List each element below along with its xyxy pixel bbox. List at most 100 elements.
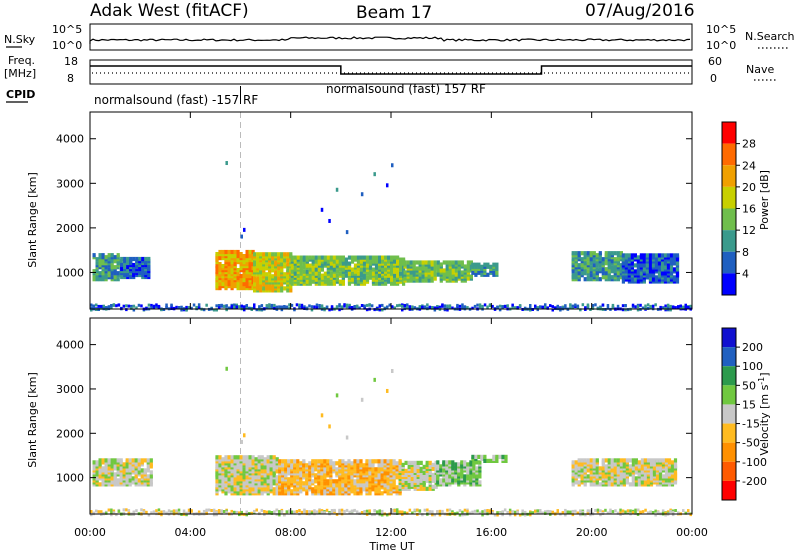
frequency-series <box>90 65 692 75</box>
colorbar-segment <box>722 143 736 166</box>
y-tick-label: 1000 <box>56 472 84 485</box>
nave-label: Nave <box>746 63 774 76</box>
velocity-echo-cells <box>90 318 692 517</box>
echo-region <box>290 255 406 286</box>
echo-region <box>92 253 123 282</box>
y-tick-label: 2000 <box>56 427 84 440</box>
date-label: 07/Aug/2016 <box>585 1 695 21</box>
velocity-ylabel: Slant Range [km] <box>26 372 39 468</box>
echo-region <box>215 455 279 496</box>
echo-region <box>215 249 255 291</box>
scattered-echoes <box>225 366 394 444</box>
colorbar-tick: 15 <box>742 398 756 411</box>
echo-region <box>278 459 402 496</box>
cpid-row: CPID normalsound (fast) -157 RF normalso… <box>6 82 486 107</box>
power-echo-cells <box>90 112 692 312</box>
nsky-tick-low: 10^0 <box>52 39 82 52</box>
cpid-label: CPID <box>6 88 35 101</box>
nsearch-tick-low: 10^0 <box>706 39 736 52</box>
echo-region <box>120 256 151 280</box>
freq-label: Freq. <box>8 54 35 67</box>
colorbar-tick: -15 <box>742 418 760 431</box>
x-tick-label: 12:00 <box>375 526 407 539</box>
time-x-axis: 00:00 04:00 08:00 12:00 16:00 20:00 00:00 <box>74 112 708 539</box>
colorbar-tick: 16 <box>742 203 756 216</box>
freq-nave-panel: 18 8 60 0 Freq. [MHz] Nave <box>4 54 778 85</box>
scattered-echoes <box>225 161 394 239</box>
nsearch-label: N.Search <box>745 30 795 43</box>
colorbar-tick: 20 <box>742 181 756 194</box>
velocity-colorbar-label: Velocity [m s-1] <box>757 372 771 455</box>
colorbar-segment <box>722 366 736 386</box>
y-tick-label: 1000 <box>56 266 84 279</box>
colorbar-tick: 4 <box>742 267 749 280</box>
freq-tick-high: 18 <box>64 55 78 68</box>
power-ylabel: Slant Range [km] <box>26 172 39 268</box>
colorbar-segment <box>722 461 736 481</box>
colorbar-segment <box>722 122 736 144</box>
y-tick-label: 3000 <box>56 177 84 190</box>
colorbar-segment <box>722 404 736 424</box>
cpid-entry-1: normalsound (fast) -157 RF <box>94 93 258 107</box>
echo-region <box>471 454 508 463</box>
x-tick-label: 20:00 <box>576 526 608 539</box>
nsky-label: N.Sky <box>4 33 36 46</box>
colorbar-tick: 200 <box>742 341 763 354</box>
colorbar-segment <box>722 251 736 274</box>
y-tick-label: 2000 <box>56 222 84 235</box>
colorbar-segment <box>722 273 736 295</box>
velocity-y-axis: 1000 2000 3000 4000 <box>56 339 692 485</box>
y-tick-label: 4000 <box>56 133 84 146</box>
beam-label: Beam 17 <box>356 3 432 23</box>
colorbar-segment <box>722 208 736 231</box>
colorbar-tick: 24 <box>742 159 756 172</box>
colorbar-segment <box>722 186 736 209</box>
colorbar-tick: 28 <box>742 138 756 151</box>
colorbar-tick: -50 <box>742 437 760 450</box>
colorbar-tick: 50 <box>742 379 756 392</box>
time-xlabel: Time UT <box>368 540 414 553</box>
power-y-axis: 1000 2000 3000 4000 <box>56 133 692 279</box>
echo-region <box>471 262 499 277</box>
echo-region <box>571 251 623 282</box>
colorbar-segment <box>722 423 736 443</box>
y-tick-label: 4000 <box>56 339 84 352</box>
nsearch-tick-high: 10^5 <box>706 23 736 36</box>
colorbar-segment <box>722 385 736 405</box>
x-tick-label: 04:00 <box>174 526 206 539</box>
x-tick-label: 08:00 <box>275 526 307 539</box>
cpid-entry-2: normalsound (fast) 157 RF <box>326 82 486 96</box>
echo-region <box>571 458 678 487</box>
colorbar-segment <box>722 165 736 187</box>
colorbar-tick: 8 <box>742 246 749 259</box>
colorbar-segment <box>722 347 736 367</box>
nave-tick-high: 60 <box>708 55 722 68</box>
colorbar-tick: 100 <box>742 360 763 373</box>
nsky-tick-high: 10^5 <box>52 23 82 36</box>
colorbar-segment <box>722 230 736 252</box>
nsky-series <box>89 36 691 44</box>
echo-region <box>403 260 473 283</box>
echo-region <box>436 460 482 487</box>
colorbar-tick: -200 <box>742 475 767 488</box>
colorbar-segment <box>722 442 736 462</box>
colorbar-tick: -100 <box>742 456 767 469</box>
freq-tick-low: 8 <box>67 72 74 85</box>
velocity-colorbar: -200 -100 -50 -15 15 50 100 200 <box>721 327 767 501</box>
echo-region <box>621 253 680 284</box>
velocity-panel: 1000 2000 3000 4000 00:00 04:00 08:00 12:00 16:… <box>26 112 771 553</box>
y-tick-label: 3000 <box>56 383 84 396</box>
freq-unit-label: [MHz] <box>4 67 36 80</box>
echo-region <box>92 458 153 487</box>
echo-region <box>398 460 438 491</box>
colorbar-segment <box>722 328 736 348</box>
echo-region <box>253 252 293 293</box>
colorbar-segment <box>722 480 736 500</box>
power-colorbar-label: Power [dB] <box>758 170 771 230</box>
x-tick-label: 00:00 <box>74 526 106 539</box>
power-panel: 1000 2000 3000 4000 Slant Range [km] 4 8 12 16… <box>26 111 771 312</box>
power-colorbar: 4 8 12 16 20 24 28 <box>721 121 756 296</box>
colorbar-tick: 12 <box>742 224 756 237</box>
nave-tick-low: 0 <box>710 72 717 85</box>
